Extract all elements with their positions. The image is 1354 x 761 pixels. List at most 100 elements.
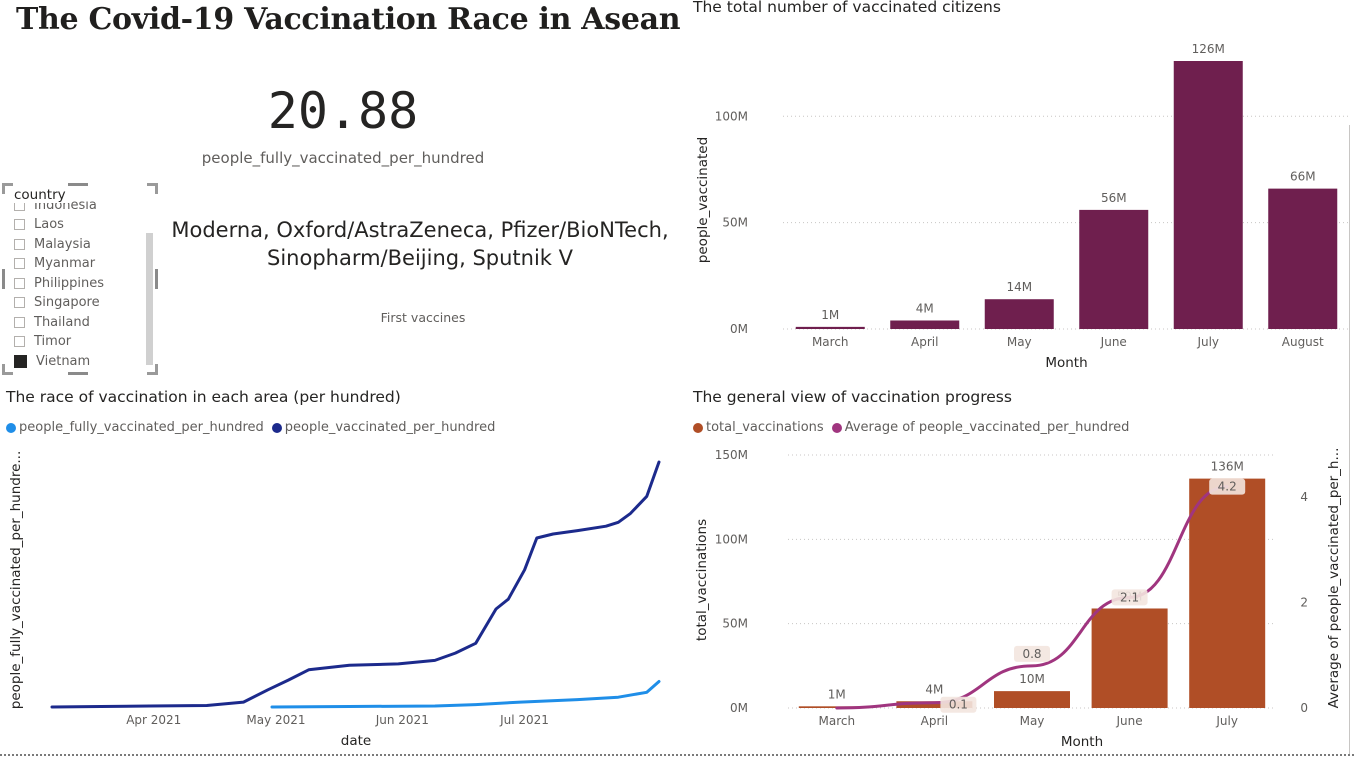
x-tick-label: May [1007,335,1032,349]
legend-item[interactable]: people_vaccinated_per_hundred [271,420,496,435]
checkbox[interactable] [14,218,25,230]
slicer-item-timor[interactable]: Timor [14,332,71,350]
slicer-item-label: Indonesia [34,201,97,213]
slicer-item-vietnam[interactable]: Vietnam [14,352,90,370]
y-tick-label: 100M [715,109,748,123]
x-tick-label: June [1116,714,1143,728]
slicer-item-label: Vietnam [36,353,91,369]
resize-handle[interactable] [68,372,88,375]
x-tick-label: May 2021 [246,713,305,727]
y2-tick-label: 0 [1300,701,1308,715]
data-label: 10M [1019,672,1045,686]
data-label: 4M [925,682,943,696]
x-tick-label: April [921,714,948,728]
resize-handle[interactable] [68,183,88,186]
x-tick-label: Jun 2021 [375,713,429,727]
x-tick-label: March [812,335,849,349]
slicer-item-indonesia[interactable]: Indonesia [14,201,97,214]
series-line [835,485,1229,710]
y-tick-label: 50M [722,617,748,631]
data-label: 4.2 [1218,480,1237,494]
page-border [0,754,1354,756]
slicer-item-label: Myanmar [34,255,96,271]
legend-item[interactable]: people_fully_vaccinated_per_hundred [6,420,264,435]
series-line [270,680,661,709]
checkbox-checked[interactable] [14,354,27,368]
y-axis-label: people_vaccinated [695,137,711,263]
bar [1189,478,1266,708]
data-label: 1M [821,308,839,322]
bar [1079,209,1149,329]
x-tick-label: July [1196,335,1219,349]
series-line [50,460,661,709]
checkbox[interactable] [14,277,25,289]
x-axis-label: Month [1061,734,1103,750]
slicer-corner [2,364,13,375]
slicer-item-malaysia[interactable]: Malaysia [14,235,91,253]
x-axis-label: date [341,733,371,749]
chart-title-total-vaccinated: The total number of vaccinated citizens [693,0,1001,16]
legend-general-view: total_vaccinations Average of people_vac… [693,420,1137,435]
slicer-item-thailand[interactable]: Thailand [14,313,90,331]
bar [795,326,865,329]
bar [1091,608,1168,708]
legend-label: total_vaccinations [706,420,824,435]
slicer-item-laos[interactable]: Laos [14,215,64,233]
legend-label: people_vaccinated_per_hundred [284,420,496,435]
checkbox[interactable] [14,316,25,328]
kpi-label: people_fully_vaccinated_per_hundred [201,149,485,167]
x-tick-label: Jul 2021 [499,713,549,727]
legend-dot-icon [693,422,703,433]
slicer-list: Indonesia Laos Malaysia Myanmar Philippi… [12,201,148,373]
slicer-item-philippines[interactable]: Philippines [14,274,104,292]
data-label: 4M [916,301,934,315]
slicer-item-label: Laos [34,216,64,232]
legend-item[interactable]: total_vaccinations [693,420,824,435]
chart-title-general-view: The general view of vaccination progress [693,388,1012,406]
legend-item[interactable]: Average of people_vaccinated_per_hundred [831,420,1129,435]
slicer-item-label: Timor [34,333,72,349]
legend-dot-icon [6,422,16,433]
data-label: 0.8 [1022,647,1041,661]
data-label-box [1209,478,1246,495]
x-tick-label: Apr 2021 [126,713,181,727]
data-label: 14M [1006,280,1032,294]
legend-race: people_fully_vaccinated_per_hundred peop… [6,420,503,435]
bar [896,701,973,708]
data-label: 56M [1101,191,1127,205]
data-label: 136M [1211,460,1244,474]
slicer-item-myanmar[interactable]: Myanmar [14,254,95,272]
bar [890,320,960,329]
y-tick-label: 0M [730,701,748,715]
resize-handle[interactable] [155,269,158,289]
y-tick-label: 150M [715,448,748,462]
y-tick-label: 50M [722,216,748,230]
country-slicer[interactable]: Indonesia Laos Malaysia Myanmar Philippi… [2,183,158,375]
slicer-item-singapore[interactable]: Singapore [14,293,100,311]
data-label: 2.1 [1120,590,1139,604]
x-axis-label: Month [1045,355,1087,371]
slicer-scrollbar[interactable] [146,233,153,365]
slicer-item-label: Singapore [34,294,100,310]
chart-title-race: The race of vaccination in each area (pe… [6,388,401,406]
page-title: The Covid-19 Vaccination Race in Asean [16,2,681,37]
data-label-box [940,696,977,713]
data-label: 66M [1290,170,1316,184]
checkbox[interactable] [14,257,25,269]
canvas-edge [1349,125,1350,755]
x-tick-label: July [1215,714,1238,728]
bar [984,299,1054,329]
legend-dot-icon [271,422,282,433]
checkbox[interactable] [14,296,25,308]
slicer-corner [147,364,158,375]
resize-handle[interactable] [2,269,5,289]
checkbox[interactable] [14,201,25,211]
y-tick-label: 100M [715,532,748,546]
checkbox[interactable] [14,335,25,347]
slicer-corner [2,183,13,194]
slicer-corner [147,183,158,194]
bar [1268,188,1338,329]
slicer-item-label: Philippines [34,275,105,291]
combo-chart-general-view: 0M50M100M150M0241MMarch4MApril10MMay59MJ… [694,448,1342,750]
checkbox[interactable] [14,238,25,250]
